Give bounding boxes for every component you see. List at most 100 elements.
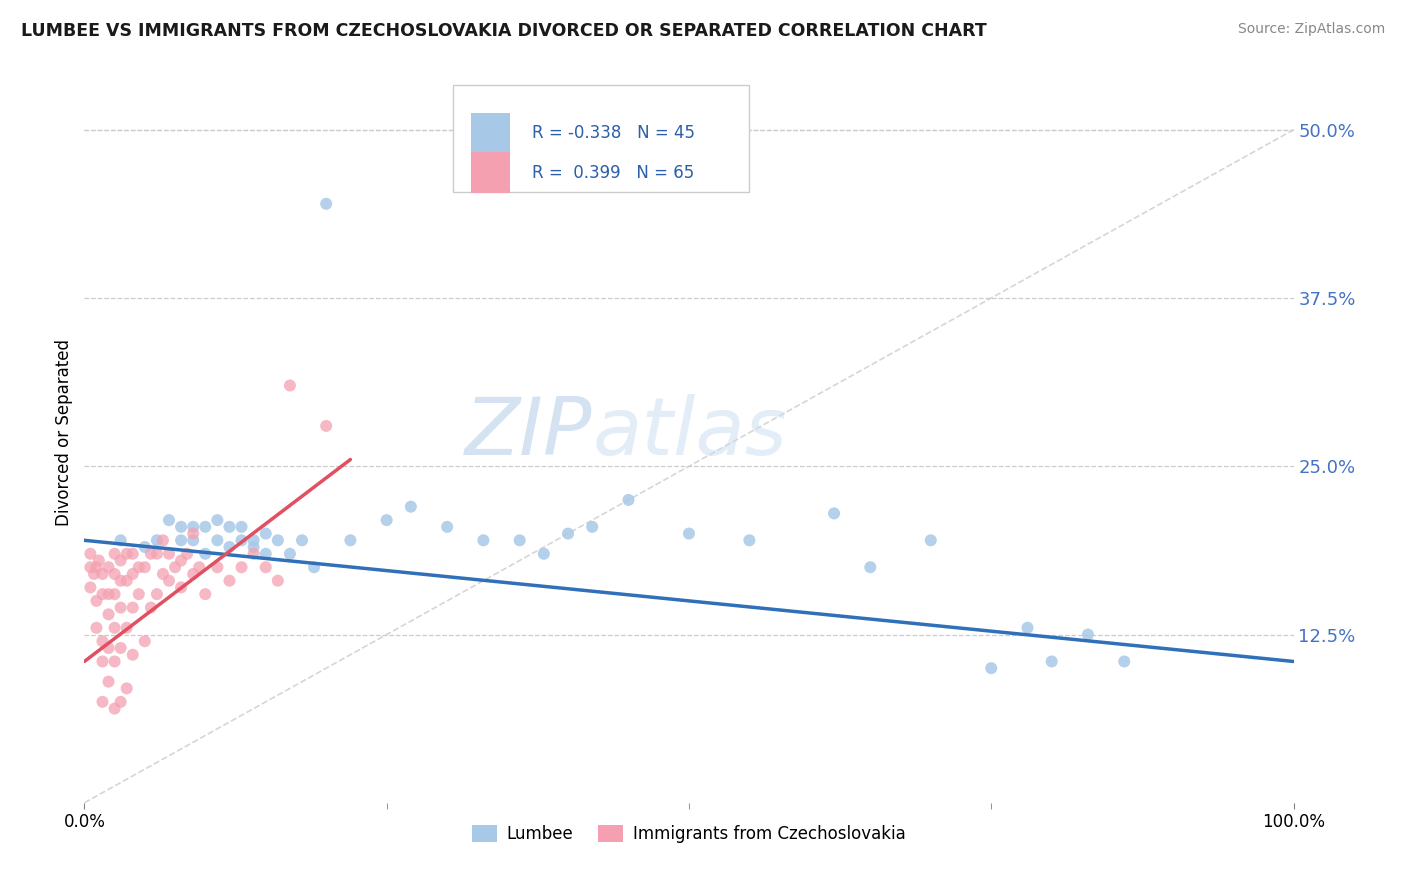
Point (194, 520, 217, 534)
Point (110, 640, 132, 655)
Point (231, 533, 253, 548)
Point (375, 513, 398, 527)
Point (121, 648, 143, 662)
Point (91, 634, 114, 648)
Point (139, 547, 162, 561)
FancyBboxPatch shape (453, 85, 749, 192)
Point (139, 600, 162, 615)
Point (79, 547, 101, 561)
Point (110, 533, 132, 548)
Point (79, 560, 101, 574)
Point (218, 574, 240, 588)
Point (188, 560, 211, 574)
Point (115, 621, 138, 635)
Point (254, 526, 277, 541)
Point (1040, 655, 1063, 669)
Point (399, 500, 422, 514)
Point (207, 513, 229, 527)
Point (557, 526, 579, 541)
Point (242, 533, 264, 548)
Point (181, 520, 204, 534)
Point (170, 581, 193, 595)
Point (242, 547, 264, 561)
Point (86, 560, 108, 574)
Point (291, 533, 314, 548)
Point (165, 560, 187, 574)
Point (194, 587, 217, 601)
Point (97, 674, 120, 689)
Point (115, 574, 138, 588)
Point (218, 520, 240, 534)
Point (218, 540, 240, 554)
Point (87, 553, 110, 567)
FancyBboxPatch shape (471, 112, 510, 153)
Point (170, 533, 193, 548)
Point (104, 547, 127, 561)
Point (104, 655, 127, 669)
Point (83, 566, 105, 581)
Point (146, 547, 169, 561)
Point (678, 526, 700, 541)
Point (110, 574, 132, 588)
Point (207, 533, 229, 548)
Point (181, 533, 204, 548)
Point (278, 378, 301, 392)
Point (533, 547, 555, 561)
Point (436, 520, 458, 534)
Point (302, 560, 325, 574)
Point (157, 513, 180, 527)
Point (97, 560, 120, 574)
Point (104, 701, 127, 715)
Point (157, 574, 180, 588)
Point (152, 533, 174, 548)
Point (110, 553, 132, 567)
Point (315, 418, 337, 433)
Point (823, 507, 845, 521)
Point (472, 533, 495, 548)
Text: ZIP: ZIP (465, 393, 592, 472)
Point (181, 526, 204, 541)
Point (97, 587, 120, 601)
Point (146, 587, 169, 601)
Point (91, 695, 114, 709)
Point (152, 566, 174, 581)
Point (97, 640, 120, 655)
Point (91, 655, 114, 669)
Text: LUMBEE VS IMMIGRANTS FROM CZECHOSLOVAKIA DIVORCED OR SEPARATED CORRELATION CHART: LUMBEE VS IMMIGRANTS FROM CZECHOSLOVAKIA… (21, 22, 987, 40)
Point (86, 621, 108, 635)
Point (176, 547, 198, 561)
Point (315, 196, 337, 211)
Point (581, 520, 603, 534)
Point (128, 587, 150, 601)
Point (617, 492, 640, 507)
Point (254, 547, 277, 561)
Point (278, 547, 301, 561)
Text: R = -0.338   N = 45: R = -0.338 N = 45 (531, 124, 695, 142)
Point (134, 560, 156, 574)
Point (115, 681, 138, 696)
Point (121, 600, 143, 615)
Legend: Lumbee, Immigrants from Czechoslovakia: Lumbee, Immigrants from Czechoslovakia (465, 819, 912, 850)
Point (738, 533, 761, 548)
Point (97, 607, 120, 622)
Point (91, 587, 114, 601)
Point (194, 547, 217, 561)
Point (980, 661, 1002, 675)
Point (157, 547, 180, 561)
Point (110, 600, 132, 615)
FancyBboxPatch shape (471, 153, 510, 193)
Point (121, 566, 143, 581)
Point (181, 566, 204, 581)
Point (859, 560, 882, 574)
Point (79, 581, 101, 595)
Point (207, 560, 229, 574)
Point (146, 533, 169, 548)
Point (231, 560, 253, 574)
Point (121, 547, 143, 561)
Point (134, 634, 156, 648)
Point (1077, 627, 1099, 641)
Point (91, 566, 114, 581)
Point (1017, 621, 1039, 635)
Point (231, 520, 253, 534)
Y-axis label: Divorced or Separated: Divorced or Separated (55, 339, 73, 526)
